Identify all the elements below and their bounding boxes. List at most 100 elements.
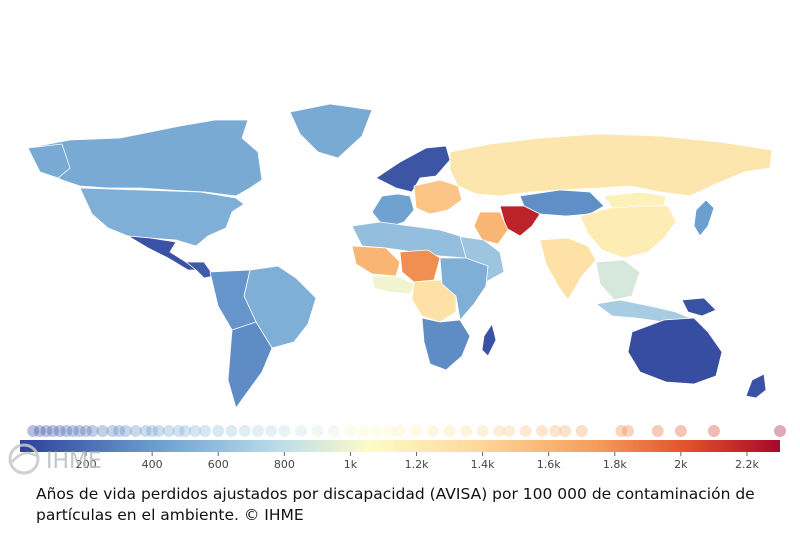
legend-dot: [370, 425, 383, 437]
legend-tick-label: 1.8k: [603, 458, 627, 471]
legend-dot: [119, 425, 132, 437]
legend-dot: [139, 425, 152, 437]
region-australia[interactable]: [627, 317, 723, 385]
legend-dot: [357, 425, 370, 437]
legend-tick-label: 2k: [674, 458, 688, 471]
legend: 200 400 600 800 1k 1.2k 1.4k 1.6k 1.8k 2k 2.2k: [20, 425, 786, 471]
legend-dot: [129, 425, 142, 437]
legend-dot: [674, 425, 687, 437]
legend-tick-label: 600: [208, 458, 229, 471]
legend-dot: [53, 425, 66, 437]
legend-ticks: 200 400 600 800 1k 1.2k 1.4k 1.6k 1.8k 2k 2.2k: [76, 452, 760, 471]
legend-dot: [615, 425, 628, 437]
legend-dot: [212, 425, 225, 437]
region-central-america[interactable]: [184, 261, 215, 279]
legend-dot: [238, 425, 251, 437]
legend-dot: [225, 425, 238, 437]
legend-dot: [774, 425, 786, 437]
region-greenland[interactable]: [289, 103, 373, 159]
legend-dot: [493, 425, 506, 437]
legend-dot: [179, 425, 192, 437]
legend-tick-label: 800: [274, 458, 295, 471]
legend-dot: [559, 425, 572, 437]
legend-dot: [476, 425, 489, 437]
legend-color-bar: [20, 440, 780, 452]
caption-line-1: Años de vida perdidos ajustados por disc…: [36, 485, 755, 503]
region-japan[interactable]: [693, 199, 715, 237]
logo-text: IHME: [46, 449, 102, 474]
legend-dot: [162, 425, 175, 437]
region-southern-south-america[interactable]: [227, 321, 273, 409]
legend-tick-label: 1.2k: [405, 458, 429, 471]
legend-dot: [278, 425, 291, 437]
legend-dot: [549, 425, 562, 437]
legend-tick-label: 1.6k: [537, 458, 561, 471]
region-niger[interactable]: [399, 249, 441, 283]
legend-dot: [410, 425, 423, 437]
legend-dot: [106, 425, 119, 437]
region-west-africa-coast[interactable]: [371, 275, 417, 295]
region-canada[interactable]: [27, 119, 263, 197]
legend-dot: [113, 425, 126, 437]
legend-dot: [189, 425, 202, 437]
legend-dot: [80, 425, 93, 437]
legend-dot: [344, 425, 357, 437]
legend-tick-label: 1k: [344, 458, 358, 471]
legend-dot: [33, 425, 46, 437]
legend-tick-label: 2.2k: [735, 458, 759, 471]
region-new-zealand[interactable]: [745, 373, 767, 399]
legend-dot: [172, 425, 185, 437]
legend-dot: [47, 425, 59, 437]
region-india[interactable]: [539, 237, 597, 301]
legend-tick-label: 200: [76, 458, 97, 471]
region-united-states[interactable]: [79, 187, 245, 247]
legend-dot: [40, 425, 53, 437]
caption-line-2: partículas en el ambiente. © IHME: [36, 506, 304, 524]
legend-dot: [427, 425, 439, 437]
region-alaska[interactable]: [27, 143, 71, 179]
region-mongolia[interactable]: [603, 191, 667, 209]
legend-dot: [152, 425, 165, 437]
legend-dot: [311, 425, 324, 437]
legend-dot: [384, 425, 397, 437]
legend-dot: [73, 425, 86, 437]
legend-distribution-dots: [27, 425, 786, 437]
region-scandinavia[interactable]: [375, 145, 451, 193]
legend-dot: [394, 425, 406, 437]
legend-dot: [146, 425, 159, 437]
legend-dot: [536, 425, 549, 437]
region-madagascar[interactable]: [481, 323, 497, 357]
region-indonesia[interactable]: [595, 299, 692, 323]
ihme-logo: IHME: [8, 443, 102, 475]
region-eastern-europe[interactable]: [413, 179, 463, 215]
legend-dot: [96, 425, 109, 437]
figure-caption: Años de vida perdidos ajustados por disc…: [36, 484, 786, 526]
legend-dot: [294, 425, 307, 437]
region-western-europe[interactable]: [371, 193, 415, 227]
legend-dot: [60, 425, 73, 437]
legend-dot: [265, 425, 278, 437]
legend-dot: [707, 425, 720, 437]
legend-dot: [443, 425, 456, 437]
map-regions: [27, 103, 773, 409]
legend-dot: [519, 425, 532, 437]
region-iran[interactable]: [473, 211, 509, 245]
legend-tick-label: 400: [142, 458, 163, 471]
legend-dot: [460, 425, 473, 437]
region-east-africa[interactable]: [439, 257, 489, 321]
legend-dot: [27, 425, 40, 437]
legend-dot: [575, 425, 588, 437]
legend-dot: [251, 425, 264, 437]
region-southern-africa[interactable]: [421, 317, 471, 371]
legend-dot: [86, 425, 99, 437]
legend-tick-label: 1.4k: [471, 458, 495, 471]
region-papua-new-guinea[interactable]: [681, 297, 717, 317]
legend-dot: [327, 425, 340, 437]
region-southeast-asia[interactable]: [595, 259, 641, 301]
legend-dot: [622, 425, 634, 437]
legend-dot: [503, 425, 515, 437]
region-sahel-west[interactable]: [351, 245, 401, 277]
region-russia[interactable]: [449, 133, 773, 197]
legend-dot: [651, 425, 664, 437]
